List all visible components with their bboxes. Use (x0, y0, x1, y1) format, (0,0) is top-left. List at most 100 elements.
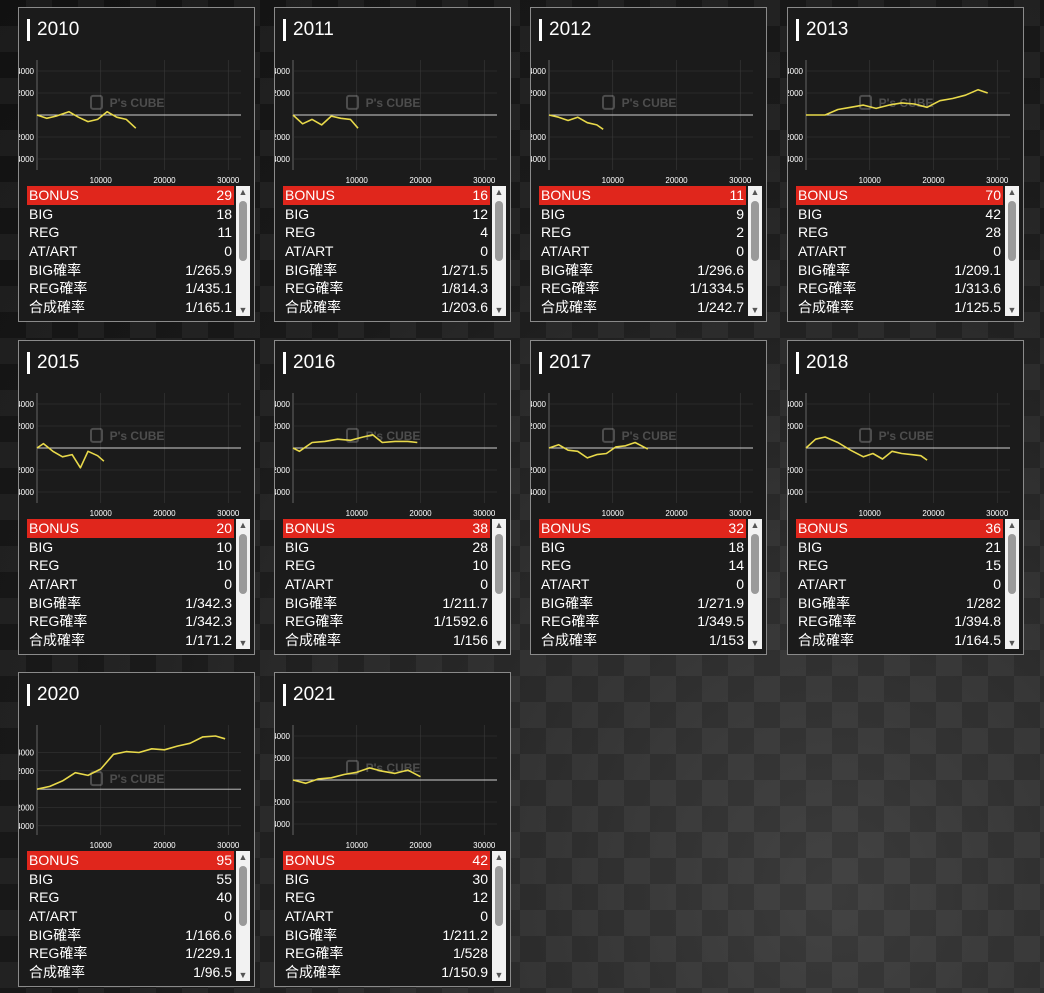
x-tick-label: 30000 (986, 509, 1009, 518)
y-tick-label: -4000 (19, 822, 35, 831)
scroll-thumb[interactable] (239, 534, 247, 594)
slump-graph: 40002000-2000-4000100002000030000P's CUB… (275, 60, 497, 185)
stat-value: 16 (472, 187, 488, 203)
stat-row: 合成確率 1/150.9 (283, 963, 490, 981)
stats-scrollbar[interactable]: ▲ ▼ (236, 519, 250, 649)
stat-label: REG確率 (798, 280, 857, 297)
scroll-up-icon[interactable]: ▲ (238, 187, 248, 197)
stat-value: 32 (728, 520, 744, 536)
y-tick-label: -2000 (19, 133, 35, 142)
stat-value: 1/394.8 (954, 613, 1001, 630)
scroll-down-icon[interactable]: ▼ (238, 638, 248, 648)
stats-scrollbar[interactable]: ▲ ▼ (748, 519, 762, 649)
stats-scrollbar[interactable]: ▲ ▼ (492, 519, 506, 649)
stat-row: BIG 28 (283, 538, 490, 557)
scroll-down-icon[interactable]: ▼ (238, 305, 248, 315)
stat-value: 0 (224, 576, 232, 593)
scroll-down-icon[interactable]: ▼ (494, 638, 504, 648)
scroll-up-icon[interactable]: ▲ (494, 520, 504, 530)
scroll-down-icon[interactable]: ▼ (750, 638, 760, 648)
stat-value: 1/171.2 (185, 632, 232, 649)
scroll-thumb[interactable] (239, 201, 247, 261)
scroll-thumb[interactable] (495, 201, 503, 261)
slump-graph: 40002000-2000-4000100002000030000P's CUB… (19, 60, 241, 185)
stat-row: 合成確率 1/156 (283, 631, 490, 649)
stat-value: 1/125.5 (954, 299, 1001, 316)
scroll-down-icon[interactable]: ▼ (238, 970, 248, 980)
year-card[interactable]: 2016 40002000-2000-4000100002000030000P'… (274, 340, 511, 655)
stats-scrollbar[interactable]: ▲ ▼ (748, 186, 762, 316)
year-card[interactable]: 2020 4000 2000 -2000 -4000 10000 20000 30000 P'… (18, 672, 255, 987)
scroll-thumb[interactable] (1008, 201, 1016, 261)
stat-value: 1/282 (965, 594, 1001, 611)
scroll-down-icon[interactable]: ▼ (750, 305, 760, 315)
x-tick-label: 20000 (409, 509, 432, 518)
year-card[interactable]: 2013 40002000-2000-4000100002000030000P'… (787, 7, 1024, 322)
slump-line (548, 114, 604, 130)
slump-graph: 40002000-2000-4000100002000030000P's CUB… (275, 393, 497, 518)
scroll-up-icon[interactable]: ▲ (494, 187, 504, 197)
bonus-row: BONUS 29 (27, 186, 234, 205)
stat-label: AT/ART (798, 576, 847, 593)
x-tick-label: 20000 (409, 841, 432, 850)
scroll-thumb[interactable] (751, 201, 759, 261)
slump-line (36, 110, 137, 129)
scroll-thumb[interactable] (495, 866, 503, 926)
x-tick-label: 30000 (217, 176, 240, 185)
slump-line (548, 441, 649, 459)
stat-label: REG確率 (798, 613, 857, 630)
year-card[interactable]: 2011 4000 2000 -2000 -4000 10000 20000 30000 P'… (274, 7, 511, 322)
scroll-up-icon[interactable]: ▲ (1007, 520, 1017, 530)
stat-value: 1/229.1 (185, 945, 232, 962)
stats-scrollbar[interactable]: ▲ ▼ (236, 851, 250, 981)
y-tick-label: 2000 (531, 89, 547, 98)
scroll-up-icon[interactable]: ▲ (238, 852, 248, 862)
stat-row: BIG確率 1/211.2 (283, 926, 490, 945)
stat-row: 合成確率 1/171.2 (27, 631, 234, 649)
scroll-thumb[interactable] (751, 534, 759, 594)
stat-label: BONUS (798, 520, 848, 536)
year-card[interactable]: 2017 4000 2000 -2000 -4000 10000 20000 30000 P'… (530, 340, 767, 655)
stat-value: 30 (472, 870, 488, 887)
scroll-down-icon[interactable]: ▼ (1007, 305, 1017, 315)
scroll-down-icon[interactable]: ▼ (494, 970, 504, 980)
scroll-up-icon[interactable]: ▲ (750, 187, 760, 197)
stats-scrollbar[interactable]: ▲ ▼ (236, 186, 250, 316)
scroll-up-icon[interactable]: ▲ (238, 520, 248, 530)
year-card[interactable]: 2021 4000 2000 -2000 -4000 10000 20000 30000 P'… (274, 672, 511, 987)
scroll-thumb[interactable] (239, 866, 247, 926)
stat-row: REG確率 1/1592.6 (283, 612, 490, 631)
year-card[interactable]: 2018 4000 2000 -2000 -4000 10000 20000 30000 P'… (787, 340, 1024, 655)
scroll-down-icon[interactable]: ▼ (1007, 638, 1017, 648)
stats-list: BONUS 16 BIG 12 REG 4 AT/ART 0 BIG確率 1/271.5 REG確率… (283, 186, 490, 316)
year-card[interactable]: 2010 4000 2000 -2000 -4000 10000 20000 30000 P'… (18, 7, 255, 322)
year-card[interactable]: 2015 4000 2000 -2000 -4000 10000 20000 30000 P'… (18, 340, 255, 655)
scroll-up-icon[interactable]: ▲ (1007, 187, 1017, 197)
watermark-cube-icon (90, 427, 103, 443)
stat-value: 1/209.1 (954, 261, 1001, 278)
scroll-thumb[interactable] (495, 534, 503, 594)
stat-label: AT/ART (541, 243, 590, 260)
stats-scrollbar[interactable]: ▲ ▼ (1005, 519, 1019, 649)
year-card[interactable]: 2012 4000 2000 -2000 -4000 10000 20000 30000 P'… (530, 7, 767, 322)
scroll-down-icon[interactable]: ▼ (494, 305, 504, 315)
stat-row: 合成確率 1/203.6 (283, 298, 490, 316)
stat-value: 1/313.6 (954, 280, 1001, 297)
y-tick-label: -2000 (275, 133, 291, 142)
x-tick-label: 10000 (346, 176, 369, 185)
y-tick-label: -2000 (788, 133, 804, 142)
stat-label: BIG確率 (798, 261, 851, 278)
scroll-up-icon[interactable]: ▲ (750, 520, 760, 530)
stats-scrollbar[interactable]: ▲ ▼ (492, 186, 506, 316)
y-tick-label: -2000 (19, 804, 35, 813)
stat-label: BIG (29, 870, 54, 887)
scroll-thumb[interactable] (1008, 534, 1016, 594)
x-tick-label: 20000 (922, 509, 945, 518)
stat-label: 合成確率 (285, 299, 341, 316)
scroll-up-icon[interactable]: ▲ (494, 852, 504, 862)
stat-row: AT/ART 0 (283, 575, 490, 594)
stat-row: AT/ART 0 (539, 242, 746, 261)
stats-scrollbar[interactable]: ▲ ▼ (1005, 186, 1019, 316)
watermark-logo: P's CUBE (879, 429, 934, 443)
stats-scrollbar[interactable]: ▲ ▼ (492, 851, 506, 981)
